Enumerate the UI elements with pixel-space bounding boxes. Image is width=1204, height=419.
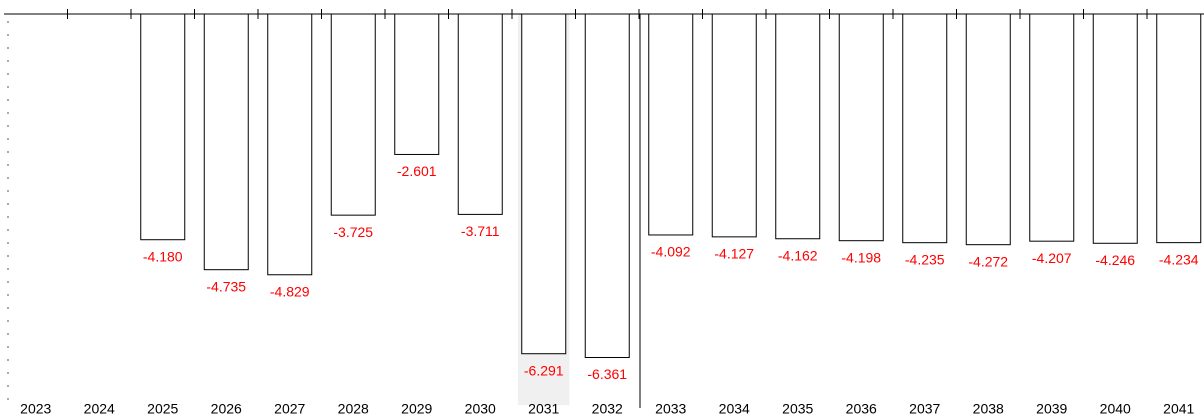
bar [267,13,313,276]
x-tick-label: 2032 [592,401,623,417]
x-tick-label: 2033 [655,401,686,417]
x-tick-label: 2038 [973,401,1004,417]
x-tick-label: 2026 [211,401,242,417]
bar [584,13,630,358]
x-tick-label: 2037 [909,401,940,417]
x-tick-label: 2030 [465,401,496,417]
x-tick-label: 2039 [1036,401,1067,417]
bar [330,13,376,216]
bar [965,13,1011,246]
bar [521,13,567,355]
value-label: -4.829 [270,283,310,299]
value-label: -4.180 [143,248,183,264]
bar [902,13,948,244]
x-tick-label: 2029 [401,401,432,417]
x-tick-label: 2041 [1163,401,1194,417]
value-label: -4.735 [206,278,246,294]
value-label: -4.092 [651,244,691,260]
value-label: -4.272 [968,253,1008,269]
x-tick-label: 2024 [84,401,115,417]
bar [1092,13,1138,244]
value-label: -6.361 [587,366,627,382]
x-tick-label: 2025 [147,401,178,417]
value-label: -4.162 [778,247,818,263]
bar [394,13,440,155]
bar [1156,13,1202,244]
x-tick-label: 2035 [782,401,813,417]
x-tick-label: 2028 [338,401,369,417]
value-label: -4.246 [1095,252,1135,268]
bar [140,13,186,241]
x-tick-label: 2036 [846,401,877,417]
bar [711,13,757,238]
value-label: -6.291 [524,362,564,378]
value-label: -3.725 [333,224,373,240]
bar [203,13,249,271]
value-label: -4.235 [905,251,945,267]
x-tick-label: 2031 [528,401,559,417]
bar [1029,13,1075,242]
x-tick-label: 2040 [1100,401,1131,417]
bar [457,13,503,215]
value-label: -2.601 [397,163,437,179]
bar [775,13,821,240]
bar [648,13,694,236]
value-label: -4.198 [841,249,881,265]
value-label: -3.711 [461,223,500,239]
x-tick-label: 2034 [719,401,750,417]
value-label: -4.234 [1159,251,1199,267]
value-label: -4.127 [714,246,754,262]
x-tick-label: 2027 [274,401,305,417]
bar [838,13,884,242]
value-label: -4.207 [1032,250,1072,266]
x-tick-label: 2023 [20,401,51,417]
